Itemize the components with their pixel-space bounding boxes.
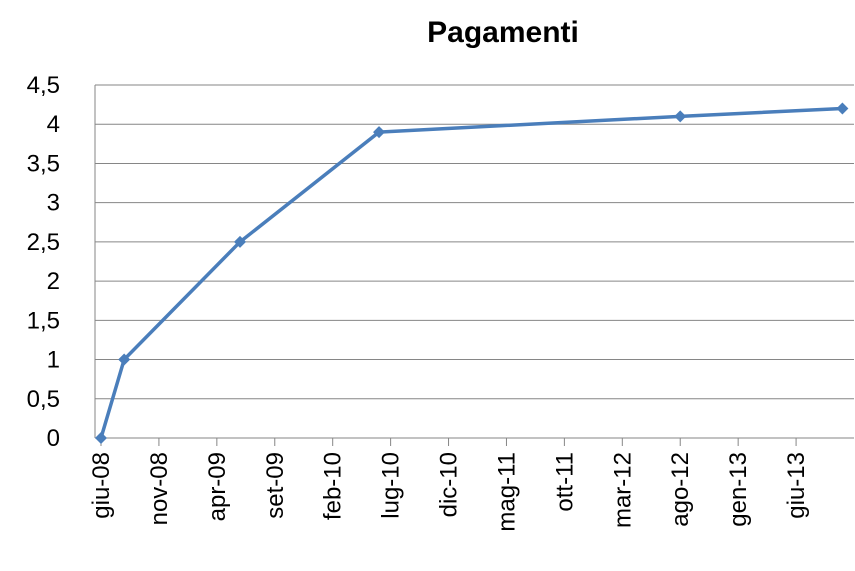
- marker: [95, 432, 107, 444]
- marker: [674, 110, 687, 123]
- x-tick-label: dic-10: [436, 452, 463, 517]
- y-tick-label: 2,5: [27, 229, 60, 256]
- x-tick-label: gen-13: [725, 452, 752, 527]
- chart-title: Pagamenti: [427, 16, 579, 49]
- x-tick-label: ott-11: [551, 452, 578, 512]
- y-tick-label: 3: [47, 190, 60, 217]
- y-tick-label: 4: [47, 111, 60, 138]
- marker: [118, 353, 131, 366]
- y-tick-label: 1: [47, 347, 60, 374]
- y-tick-label: 0,5: [27, 386, 60, 413]
- marker: [234, 235, 247, 248]
- y-tick-label: 4,5: [27, 72, 60, 99]
- y-tick-label: 2: [47, 268, 60, 295]
- x-tick-label: giu-13: [783, 452, 810, 519]
- x-tick-label: giu-08: [88, 452, 115, 519]
- x-tick-label: set-09: [262, 452, 289, 519]
- line: [99, 106, 843, 439]
- x-tick-label: apr-09: [204, 452, 231, 521]
- y-tick-label: 0: [47, 425, 60, 452]
- x-tick-label: feb-10: [320, 452, 347, 520]
- x-tick-label: ago-12: [667, 452, 694, 527]
- x-tick-label: mar-12: [609, 452, 636, 528]
- x-tick-label: mag-11: [493, 452, 520, 532]
- y-tick-label: 1,5: [27, 307, 60, 334]
- x-tick-label: nov-08: [146, 452, 173, 525]
- x-tick-label: lug-10: [378, 452, 405, 519]
- marker: [373, 126, 386, 139]
- marker: [836, 102, 849, 115]
- y-tick-label: 3,5: [27, 150, 60, 177]
